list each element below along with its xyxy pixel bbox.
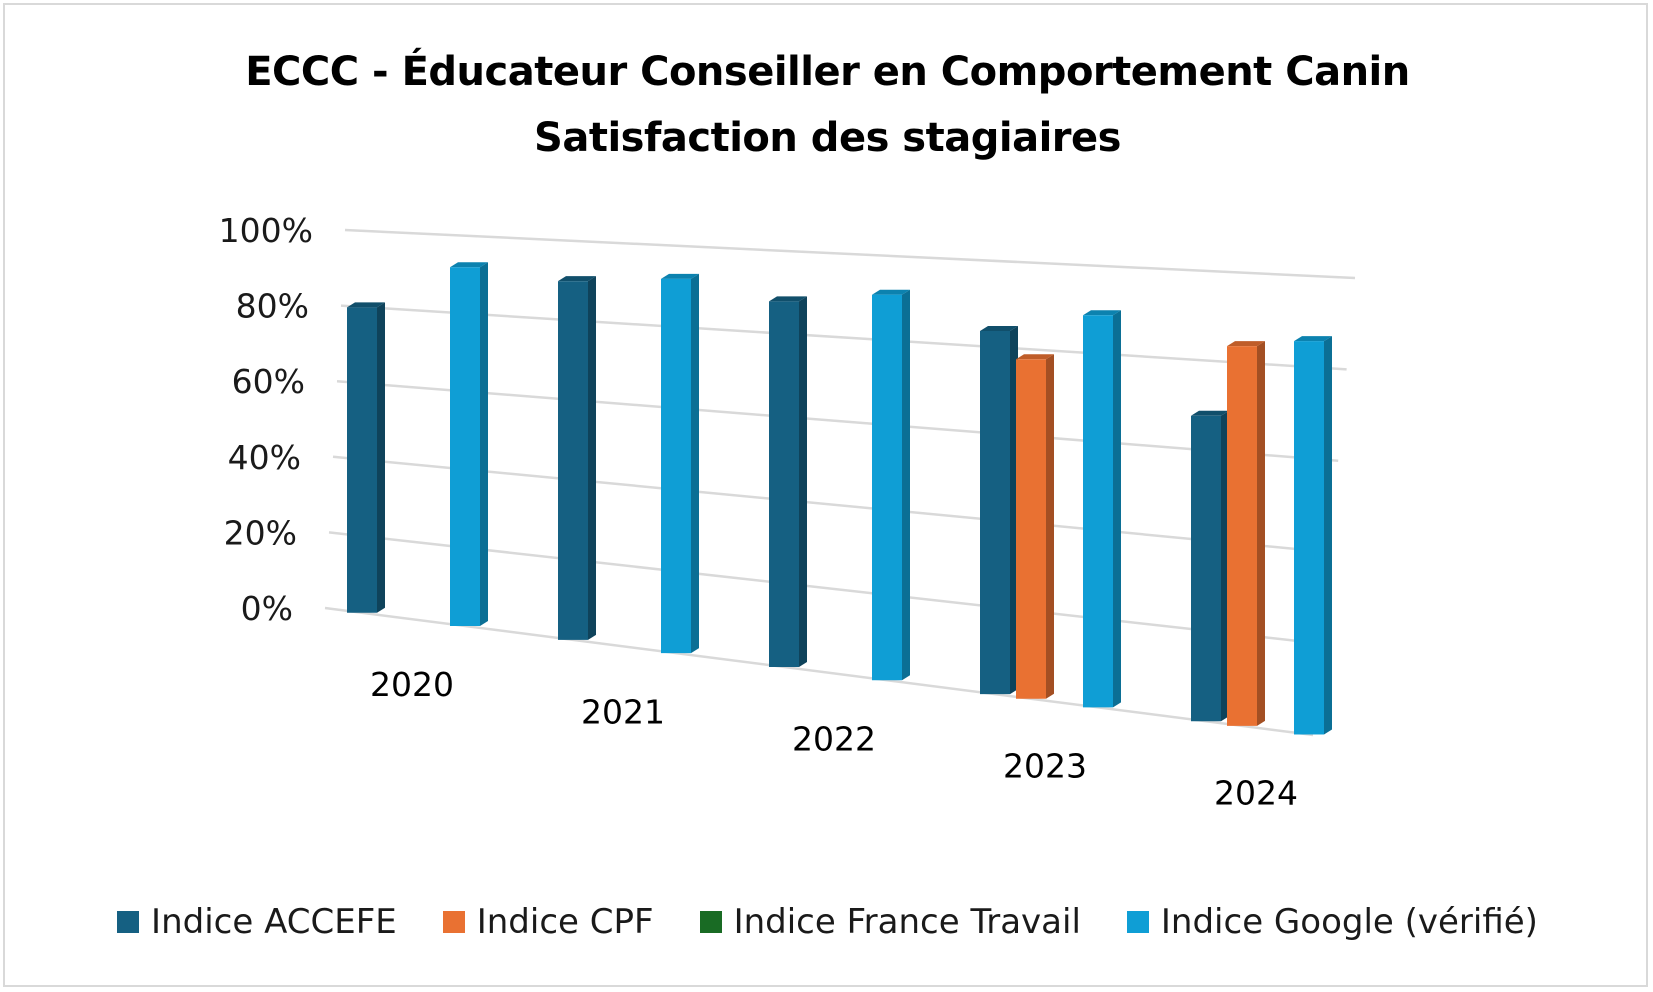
legend-swatch (1126, 911, 1149, 933)
gridline-0% (324, 606, 1314, 737)
gridline-40% (332, 455, 1330, 554)
bar-indice-google-v-rifi--2024-side (1324, 336, 1332, 735)
chart-legend: Indice ACCEFE Indice CPF Indice France Tra… (5, 902, 1650, 942)
legend-swatch (442, 911, 465, 933)
bar-indice-cpf-2023-top (1016, 354, 1054, 360)
chart-subtitle: Satisfaction des stagiaires (534, 115, 1121, 161)
bar-indice-google-v-rifi--2024-top (1294, 336, 1332, 342)
y-tick-label: 100% (219, 211, 313, 250)
gridline-100% (344, 228, 1356, 280)
bar-indice-google-v-rifi--2022-side (902, 289, 910, 681)
bar-indice-accefe-2024 (1191, 415, 1221, 722)
bar-indice-accefe-2022 (769, 301, 799, 668)
legend-label: Indice France Travail (733, 902, 1081, 942)
bar-indice-google-v-rifi--2022 (872, 294, 902, 681)
y-tick-label: 60% (232, 362, 305, 401)
y-tick-label: 40% (228, 438, 301, 477)
legend-swatch (117, 911, 140, 933)
legend-item: Indice ACCEFE (117, 902, 397, 942)
bar-indice-google-v-rifi--2021-top (661, 273, 699, 279)
legend-item: Indice Google (vérifié) (1126, 902, 1538, 942)
chart-frame: ECCC - Éducateur Conseiller en Comportem… (3, 3, 1648, 987)
bar-indice-google-v-rifi--2023 (1083, 315, 1113, 708)
gridline-80% (340, 304, 1347, 371)
bar-indice-accefe-2024-top (1191, 410, 1229, 416)
y-tick-label: 20% (224, 513, 297, 552)
bar-indice-google-v-rifi--2023-side (1113, 310, 1121, 708)
legend-swatch (699, 911, 722, 933)
legend-item: Indice CPF (442, 902, 654, 942)
x-tick-label-2023: 2023 (1003, 747, 1087, 786)
gridline-20% (328, 531, 1322, 645)
y-tick-label: 80% (236, 287, 309, 326)
bar-indice-accefe-2021-side (588, 276, 596, 640)
bar-indice-google-v-rifi--2021-side (691, 273, 699, 654)
bar-indice-accefe-2021 (558, 281, 588, 640)
gridline-60% (336, 379, 1339, 463)
bar-indice-accefe-2023 (980, 330, 1010, 695)
bar-indice-cpf-2023 (1016, 359, 1046, 699)
x-tick-label-2020: 2020 (370, 665, 454, 704)
bar-indice-accefe-2023-top (980, 325, 1018, 331)
bar-indice-accefe-2020-side (377, 302, 385, 613)
legend-label: Indice Google (vérifié) (1160, 902, 1538, 942)
bar-indice-google-v-rifi--2020 (450, 267, 480, 626)
legend-label: Indice CPF (476, 902, 654, 942)
bar-indice-google-v-rifi--2022-top (872, 289, 910, 295)
bar-indice-google-v-rifi--2023-top (1083, 310, 1121, 316)
bar-indice-cpf-2023-side (1046, 354, 1054, 699)
bar-indice-accefe-2020-top (347, 302, 385, 308)
bar-indice-accefe-2022-top (769, 296, 807, 302)
bar-indice-google-v-rifi--2024 (1294, 341, 1324, 735)
x-tick-label-2024: 2024 (1214, 774, 1298, 813)
bar-indice-google-v-rifi--2020-side (480, 262, 488, 626)
bar-indice-google-v-rifi--2020-top (450, 262, 488, 268)
bar-indice-accefe-2020 (347, 307, 377, 613)
legend-item: Indice France Travail (699, 902, 1081, 942)
bar-indice-cpf-2024-top (1227, 341, 1265, 347)
x-tick-label-2022: 2022 (792, 719, 876, 758)
bar-indice-accefe-2021-top (558, 276, 596, 282)
chart-plot-area: 0% 20% 40% 60% 80% 100% 2020 2021 2022 2023 2024 (219, 211, 1356, 813)
x-tick-label-2021: 2021 (581, 692, 665, 731)
bar-indice-cpf-2024 (1227, 346, 1257, 726)
chart-title: ECCC - Éducateur Conseiller en Comportem… (245, 49, 1410, 95)
bar-indice-accefe-2022-side (799, 296, 807, 668)
bar-indice-cpf-2024-side (1257, 341, 1265, 726)
y-tick-label: 0% (241, 589, 293, 628)
legend-label: Indice ACCEFE (151, 902, 397, 942)
bar-indice-google-v-rifi--2021 (661, 278, 691, 654)
